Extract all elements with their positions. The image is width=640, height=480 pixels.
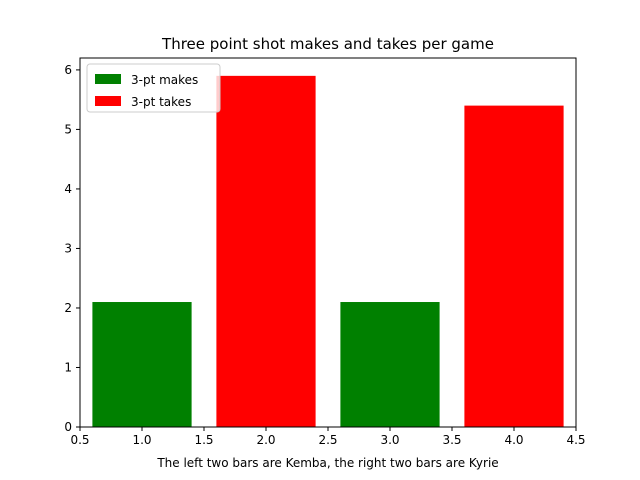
- x-tick-label: 1.5: [194, 433, 213, 447]
- legend-label: 3-pt takes: [131, 95, 191, 109]
- y-tick-label: 2: [64, 301, 72, 315]
- y-tick-label: 4: [64, 182, 72, 196]
- x-tick-label: 3.5: [442, 433, 461, 447]
- y-tick-label: 3: [64, 241, 72, 255]
- bars-layer: [92, 75, 564, 428]
- legend-swatch: [95, 96, 121, 106]
- x-tick-label: 2.0: [256, 433, 275, 447]
- x-tick-label: 3.0: [380, 433, 399, 447]
- legend-swatch: [95, 74, 121, 84]
- x-tick-label: 4.0: [504, 433, 523, 447]
- legend: 3-pt makes 3-pt takes: [86, 63, 221, 113]
- x-tick-label: 2.5: [318, 433, 337, 447]
- y-tick-label: 0: [64, 420, 72, 434]
- axes-layer: 0.5 1.0 1.5 2.0 2.5 3.0 3.5 4.0 4.5 0 1 2 3 4 5 6: [64, 57, 586, 447]
- bar-3-pt-makes-1: [92, 302, 192, 427]
- bar-3-pt-takes-2: [464, 105, 564, 427]
- x-tick-label: 0.5: [70, 433, 89, 447]
- x-tick-label: 4.5: [566, 433, 585, 447]
- x-tick-label: 1.0: [132, 433, 151, 447]
- y-tick-label: 6: [64, 63, 72, 77]
- bar-3-pt-makes-2: [340, 302, 440, 427]
- bar-3-pt-takes-1: [216, 75, 316, 428]
- legend-label: 3-pt makes: [131, 73, 198, 87]
- x-axis-label: The left two bars are Kemba, the right t…: [156, 456, 498, 470]
- chart-title: Three point shot makes and takes per gam…: [161, 35, 494, 53]
- y-tick-label: 1: [64, 360, 72, 374]
- y-tick-label: 5: [64, 122, 72, 136]
